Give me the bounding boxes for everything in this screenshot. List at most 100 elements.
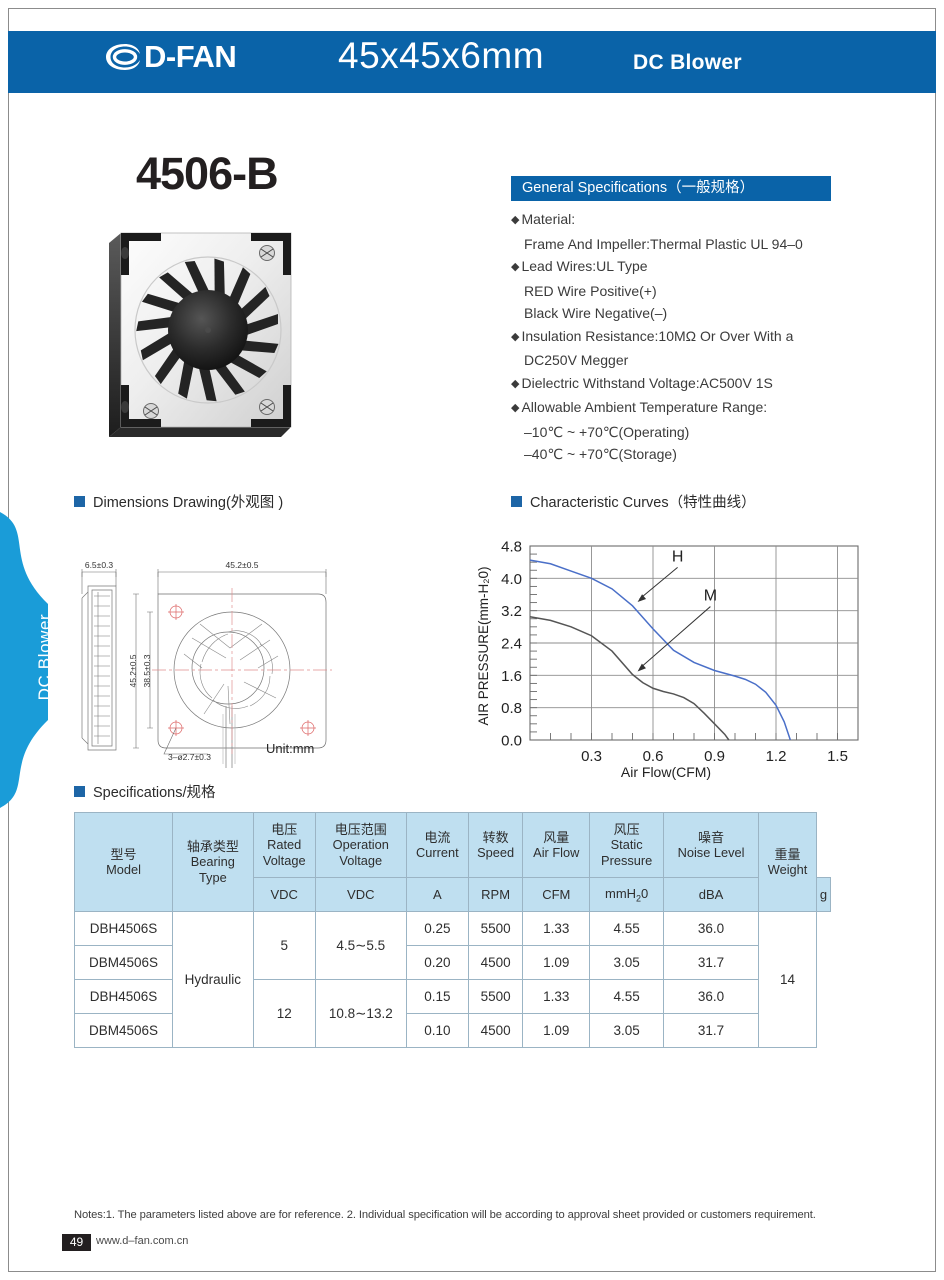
chart-x-tick: 0.9 [704,748,725,765]
table-header-en: Voltage [339,852,383,868]
page-border-bottom [8,1271,936,1272]
table-header-en: Speed [477,845,515,860]
table-body: DBH4506S Hydraulic 5 4.5∼5.5 0.25 5500 1.33 4.5… [74,911,831,1048]
table-unit-cell: VDC [252,877,316,912]
section-marker-square-icon [511,496,522,507]
chart-curve-h [529,559,792,741]
section-title-specifications: Specifications/规格 [93,785,216,801]
chart-series-label-m: M [704,588,717,605]
table-cell-noise: 31.7 [663,1013,760,1048]
table-header-cell: 重量 Weight [758,812,818,912]
general-spec-item: Lead Wires:UL Type [511,255,931,280]
table-cell-noise: 31.7 [663,945,760,980]
chart-curve-m [529,615,730,741]
table-header-cn: 转数 [482,829,509,845]
table-header-en: Static [610,837,643,853]
chart-tick-labels: 0.0 0.8 1.6 2.4 3.2 4.0 4.8 0.3 0.6 0.9 1.2 1.5 [501,539,848,766]
table-cell-model: DBM4506S [74,1013,173,1048]
page-border-right [935,8,936,1272]
table-cell-static-pressure: 4.55 [589,911,665,946]
chart-series-label-h: H [672,548,684,565]
general-spec-item: DC250V Megger [524,352,629,368]
table-cell-airflow: 1.33 [522,979,591,1014]
table-header-en: Bearing [190,854,235,870]
chart-x-tick: 0.3 [581,748,602,765]
dim-holes: 3–ø2.7±0.3 [168,752,211,762]
footer-website: www.d–fan.com.cn [96,1235,189,1247]
general-spec-item: Dielectric Withstand Voltage:AC500V 1S [511,372,931,397]
table-cell-speed: 5500 [467,911,524,946]
table-cell-current: 0.20 [405,945,469,980]
table-cell-rated-voltage: 5 [252,911,316,980]
header-size-title: 45x45x6mm [338,35,545,76]
table-header-en: Operation [332,837,389,853]
table-cell-noise: 36.0 [663,911,760,946]
table-unit-cell: CFM [522,877,591,912]
chart-y-tick: 4.8 [501,539,522,556]
general-specifications-header: General Specifications（一般规格） [511,176,831,201]
dim-thickness: 6.5±0.3 [85,560,114,570]
section-header-specifications: Specifications/规格 [74,781,216,802]
table-cell-airflow: 1.33 [522,911,591,946]
chart-x-axis-label: Air Flow(CFM) [621,764,711,780]
table-header-cell: 风压 Static Pressure [589,812,665,878]
product-photo [95,215,325,460]
table-header-en: Type [198,869,227,885]
general-spec-item: Frame And Impeller:Thermal Plastic UL 94… [524,235,803,252]
table-header-en: Rated [267,837,302,853]
table-unit-cell: dBA [663,877,760,912]
chart-gridlines [529,545,859,741]
table-cell-airflow: 1.09 [522,1013,591,1048]
table-header-cn: 型号 [110,846,137,862]
page-title: 4506-B [136,148,279,199]
table-header-cn: 轴承类型 [186,838,239,854]
brand-logo: D-FAN [103,40,237,74]
general-spec-item: –40℃ ~ +70℃(Storage) [524,446,677,462]
table-header-cn: 重量 [774,846,801,862]
chart-x-tick: 1.5 [827,748,848,765]
chart-annotations: HM [637,548,717,672]
table-header-cn: 电压 [271,821,298,837]
page-number: 49 [62,1234,91,1251]
general-specifications-title: General Specifications（一般规格） [522,180,755,196]
table-header-cn: 风量 [543,829,570,845]
chart-y-tick: 1.6 [501,668,522,685]
table-cell-static-pressure: 3.05 [589,945,665,980]
header-category: DC Blower [633,51,742,74]
page-border-top [8,8,936,9]
chart-y-tick: 2.4 [501,636,522,653]
table-header-row-main: 型号 Model 轴承类型 Bearing Type 电压 Rated Voltage 电压范围… [74,812,831,912]
table-header-cell: 风量 Air Flow [522,812,591,878]
table-cell-model: DBM4506S [74,945,173,980]
chart-x-tick: 0.6 [643,748,664,765]
table-header-cell: 轴承类型 Bearing Type [172,812,254,912]
table-cell-noise: 36.0 [663,979,760,1014]
table-cell-bearing-type: Hydraulic [172,911,254,1048]
table-cell-model: DBH4506S [74,979,173,1014]
table-row: DBH4506S 12 10.8∼13.2 0.15 5500 1.33 4.55 36.0 [74,979,831,1048]
table-header-cn: 噪音 [698,829,725,845]
side-tab-dc-blower: DC Blower [0,512,68,808]
table-header-en: Pressure [601,852,653,868]
table-header-cell: 噪音 Noise Level [663,812,760,878]
general-spec-item: Black Wire Negative(–) [524,305,668,321]
table-cell-current: 0.25 [405,911,469,946]
table-cell-static-pressure: 4.55 [589,979,665,1014]
general-spec-item: Material: [511,208,931,233]
table-unit-cell: VDC [314,877,407,912]
table-header-en: Model [106,862,141,877]
table-header-cell: 电流 Current [405,812,469,878]
section-header-curves: Characteristic Curves（特性曲线） [511,491,756,512]
section-title-dimensions: Dimensions Drawing(外观图 ) [93,495,284,511]
characteristic-curves-chart: 0.0 0.8 1.6 2.4 3.2 4.0 4.8 0.3 0.6 0.9 1.2 1.5 Air… [470,528,870,783]
chart-x-tick: 1.2 [766,748,787,765]
table-header-cn: 电压范围 [334,821,387,837]
table-header-en: Current [415,845,459,860]
table-cell-airflow: 1.09 [522,945,591,980]
table-header-cell: 电压 Rated Voltage [252,812,316,878]
section-marker-square-icon [74,496,85,507]
general-spec-item: Insulation Resistance:10MΩ Or Over With … [511,325,931,350]
footer-notes: Notes:1. The parameters listed above are… [74,1209,816,1221]
dim-hole-pitch: 38.5±0.3 [142,654,152,687]
table-cell-rated-voltage: 12 [252,979,316,1048]
